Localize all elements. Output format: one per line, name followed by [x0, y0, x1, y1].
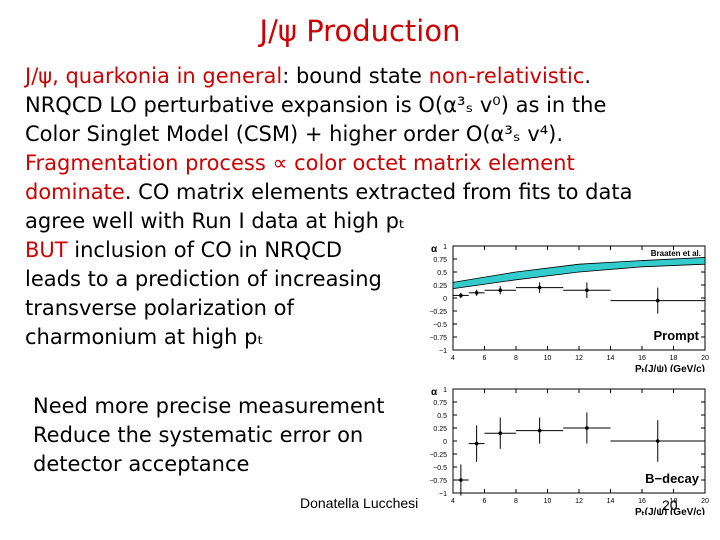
data-point	[537, 285, 542, 290]
x-tick-label: 4	[451, 498, 455, 505]
y-tick-label: −1	[439, 491, 447, 498]
body-line: BUT inclusion of CO in NRQCD	[25, 238, 342, 262]
note-line: Reduce the systematic error on	[33, 423, 364, 447]
data-point	[655, 298, 660, 303]
y-tick-label: 0.5	[437, 413, 447, 420]
x-tick-label: 16	[638, 498, 646, 505]
body-text-span: Fragmentation process ∝ color octet matr…	[25, 151, 575, 175]
body-text-span: non-relativistic	[428, 64, 585, 88]
body-line: leads to a prediction of increasing	[25, 267, 382, 291]
body-text-span: dominate	[25, 180, 125, 204]
y-tick-label: 1	[443, 244, 447, 251]
data-point	[498, 431, 503, 435]
y-tick-label: 0.75	[433, 257, 447, 264]
body-line: Color Singlet Model (CSM) + higher order…	[25, 122, 563, 146]
y-tick-label: 0	[443, 296, 447, 303]
footer-author: Donatella Lucchesi	[300, 495, 419, 511]
x-tick-label: 18	[670, 355, 678, 362]
data-point	[498, 288, 503, 292]
panel-label: B−decay	[645, 471, 700, 486]
x-tick-label: 8	[514, 355, 518, 362]
y-tick-label: −0.5	[433, 322, 447, 329]
data-point	[474, 441, 479, 446]
x-tick-label: 16	[638, 355, 646, 362]
body-line: Fragmentation process ∝ color octet matr…	[25, 151, 575, 175]
x-tick-label: 20	[701, 355, 709, 362]
x-tick-label: 8	[514, 498, 518, 505]
panel-label: Prompt	[654, 328, 700, 343]
y-tick-label: −0.5	[433, 465, 447, 472]
body-text-span: BUT	[25, 238, 68, 262]
slide-title: J/ψ Production	[259, 14, 461, 48]
data-point	[459, 293, 463, 298]
y-tick-label: 0.25	[433, 426, 447, 433]
body-line: agree well with Run I data at high pₜ	[25, 209, 405, 233]
x-tick-label: 12	[575, 355, 583, 362]
body-line: transverse polarization of	[25, 296, 294, 320]
body-text-span: transverse polarization of	[25, 296, 294, 320]
data-point	[585, 288, 589, 292]
body-line: dominate. CO matrix elements extracted f…	[25, 180, 632, 204]
y-tick-label: −0.75	[429, 335, 447, 342]
data-point	[474, 291, 479, 295]
body-line: NRQCD LO perturbative expansion is O(α³ₛ…	[25, 93, 606, 117]
y-tick-label: 0	[443, 439, 447, 446]
y-tick-label: 0.5	[437, 270, 447, 277]
body-text-span: agree well with Run I data at high pₜ	[25, 209, 406, 233]
x-tick-label: 6	[483, 498, 487, 505]
data-point	[655, 439, 660, 443]
x-tick-label: 18	[670, 498, 678, 505]
y-axis-label: α	[431, 387, 438, 398]
body-line: J/ψ, quarkonia in general: bound state n…	[25, 64, 591, 88]
data-point	[459, 478, 463, 482]
y-tick-label: −0.25	[429, 309, 447, 316]
y-tick-label: −0.75	[429, 478, 447, 485]
body-text-span: charmonium at high pₜ	[25, 325, 264, 349]
y-tick-label: −0.25	[429, 452, 447, 459]
y-tick-label: 0.25	[433, 283, 447, 290]
x-axis-label: Pₜ(J/ψ) (GeV/c)	[635, 507, 705, 515]
body-text-span: .	[584, 64, 592, 88]
x-tick-label: 6	[483, 355, 487, 362]
note-line: detector acceptance	[33, 452, 250, 476]
note-line: Need more precise measurement	[33, 394, 385, 418]
body-text-span: : bound state	[282, 64, 429, 88]
page-number: 20	[662, 497, 678, 513]
y-axis-label: α	[431, 244, 438, 255]
body-text-span: J/ψ, quarkonia in general	[25, 64, 283, 88]
data-point	[537, 428, 542, 433]
x-tick-label: 14	[607, 355, 615, 362]
y-tick-label: 1	[443, 387, 447, 394]
body-line: charmonium at high pₜ	[25, 325, 264, 349]
body-text-span: . CO matrix elements extracted from fits…	[124, 180, 633, 204]
x-tick-label: 10	[544, 498, 552, 505]
body-text-span: leads to a prediction of increasing	[25, 267, 382, 291]
theory-band	[452, 257, 706, 290]
x-tick-label: 20	[701, 498, 709, 505]
x-tick-label: 10	[544, 355, 552, 362]
y-tick-label: −1	[439, 348, 447, 355]
x-tick-label: 12	[575, 498, 583, 505]
x-tick-label: 4	[451, 355, 455, 362]
band-label: Braaten et al.	[651, 249, 701, 258]
body-text-span: NRQCD LO perturbative expansion is O(α³ₛ…	[25, 93, 607, 117]
body-text-span: Color Singlet Model (CSM) + higher order…	[25, 122, 564, 146]
body-text-span: inclusion of CO in NRQCD	[67, 238, 342, 262]
x-axis-label: Pₜ(J/ψ) (GeV/c)	[635, 364, 705, 372]
x-tick-label: 14	[607, 498, 615, 505]
y-tick-label: 0.75	[433, 400, 447, 407]
data-point	[585, 426, 589, 430]
